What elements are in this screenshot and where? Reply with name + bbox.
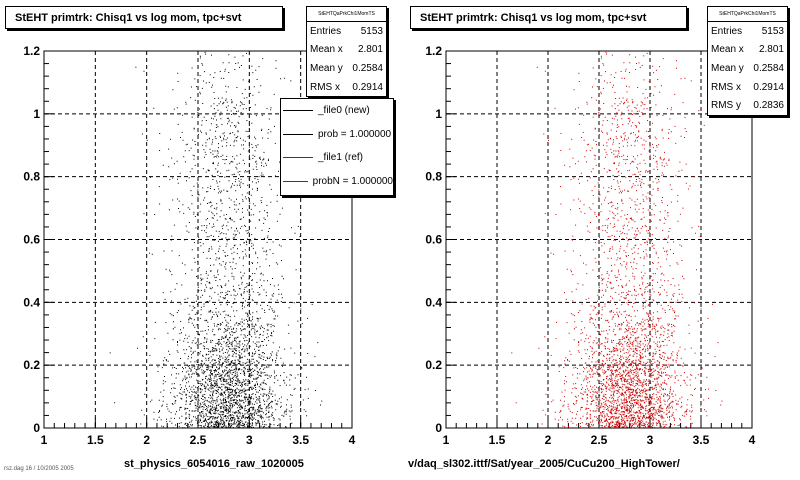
x-tick-label: 2 — [143, 433, 150, 447]
left-x-axis-label: st_physics_6054016_raw_1020005 — [124, 458, 304, 470]
right-stats-row: Mean y 0.2584 — [708, 59, 787, 78]
legend-box: _file0 (new) prob = 1.000000 _file1 (ref… — [280, 98, 394, 196]
left-stats-box: StEHTQaPrkChi1MomTS Entries 5153 Mean x 2.… — [306, 6, 387, 98]
scatter-points — [109, 51, 323, 429]
left-stats-value: 5153 — [360, 25, 383, 37]
left-stats-value: 0.2584 — [352, 62, 383, 74]
left-stats-label: RMS x — [310, 81, 340, 93]
left-stats-row: Mean x 2.801 — [307, 41, 386, 60]
x-tick-label: 1 — [443, 433, 450, 447]
right-title: StEHT primtrk: Chisq1 vs log mom, tpc+sv… — [410, 6, 687, 29]
y-tick-label: 0 — [435, 421, 442, 435]
right-stats-row: RMS y 0.2836 — [708, 96, 787, 115]
right-stats-label: Mean y — [711, 62, 744, 74]
x-tick-label: 2.5 — [591, 433, 608, 447]
legend-line-red — [283, 180, 308, 182]
left-stats-row: RMS x 0.2914 — [307, 78, 386, 97]
right-scatter-plot: 1 1.5 2 2.5 3 3.5 4 0 0.2 0.4 0.6 0.8 1 1.2 — [425, 44, 756, 447]
x-tick-label: 4 — [349, 433, 356, 447]
legend-label: probN = 1.000000 — [312, 175, 393, 187]
legend-label: _file0 (new) — [318, 105, 370, 117]
x-tick-label: 2.5 — [190, 433, 207, 447]
left-stats-value: 2.801 — [357, 44, 383, 56]
right-stats-row: Mean x 2.801 — [708, 41, 787, 60]
right-stats-row: Entries 5153 — [708, 22, 787, 41]
x-tick-label: 1.5 — [489, 433, 506, 447]
legend-line-black — [283, 110, 313, 112]
legend-label: prob = 1.000000 — [318, 128, 392, 140]
right-stats-box: StEHTQaPrkChi1MomTS Entries 5153 Mean x 2.… — [707, 6, 788, 116]
x-tick-label: 1.5 — [87, 433, 104, 447]
right-pad: 1 1.5 2 2.5 3 3.5 4 0 0.2 0.4 0.6 0.8 1 1.2 StEHT pri… — [400, 0, 800, 480]
x-tick-label: 3 — [647, 433, 654, 447]
x-tick-label: 3.5 — [693, 433, 710, 447]
y-tick-label: 0 — [33, 421, 40, 435]
y-tick-label: 1 — [435, 107, 442, 121]
left-stats-name: StEHTQaPrkChi1MomTS — [307, 7, 386, 22]
left-stats-label: Mean x — [310, 44, 343, 56]
y-tick-label: 0.4 — [23, 295, 40, 309]
scatter-points — [511, 51, 723, 429]
left-title: StEHT primtrk: Chisq1 vs log mom, tpc+sv… — [5, 6, 283, 29]
right-stats-label: Entries — [711, 25, 743, 37]
left-stats-row: Entries 5153 — [307, 22, 386, 41]
y-tick-label: 1.2 — [425, 44, 442, 58]
left-stats-label: Entries — [310, 25, 342, 37]
y-tick-label: 1 — [33, 107, 40, 121]
x-tick-label: 4 — [749, 433, 756, 447]
y-tick-label: 1.2 — [23, 44, 40, 58]
y-tick-label: 0.6 — [425, 233, 442, 247]
right-stats-value: 5153 — [761, 25, 784, 37]
right-stats-label: RMS y — [711, 100, 741, 112]
right-stats-name: StEHTQaPrkChi1MomTS — [708, 7, 787, 22]
x-tick-label: 3.5 — [292, 433, 309, 447]
legend-entry: _file1 (ref) — [281, 146, 393, 170]
legend-line-red — [283, 157, 313, 159]
legend-entry: probN = 1.000000 — [281, 170, 393, 194]
y-tick-label: 0.8 — [425, 170, 442, 184]
legend-entry: prob = 1.000000 — [281, 123, 393, 147]
right-stats-label: RMS x — [711, 81, 741, 93]
legend-entry: _file0 (new) — [281, 99, 393, 123]
right-stats-value: 2.801 — [758, 44, 784, 56]
y-tick-label: 0.2 — [23, 358, 40, 372]
right-stats-value: 0.2584 — [753, 62, 784, 74]
left-stats-row: Mean y 0.2584 — [307, 59, 386, 78]
left-pad: 1 1.5 2 2.5 3 3.5 4 0 0.2 0.4 0.6 0.8 1 1.2 StEHT pri… — [5, 6, 394, 470]
footnote: rsz.dag 16 / 10/2005 2005 — [4, 466, 74, 472]
right-stats-label: Mean x — [711, 44, 744, 56]
legend-line-black — [283, 133, 313, 135]
legend-label: _file1 (ref) — [318, 152, 364, 164]
y-tick-label: 0.6 — [23, 233, 40, 247]
x-tick-label: 1 — [41, 433, 48, 447]
y-tick-label: 0.4 — [425, 295, 442, 309]
right-stats-row: RMS x 0.2914 — [708, 78, 787, 97]
y-tick-label: 0.2 — [425, 358, 442, 372]
left-stats-value: 0.2914 — [352, 81, 383, 93]
right-stats-value: 0.2836 — [753, 100, 784, 112]
left-stats-label: Mean y — [310, 62, 343, 74]
x-tick-label: 3 — [246, 433, 253, 447]
y-tick-label: 0.8 — [23, 170, 40, 184]
right-stats-value: 0.2914 — [753, 81, 784, 93]
right-x-axis-label: v/daq_sl302.ittf/Sat/year_2005/CuCu200_H… — [408, 458, 680, 470]
x-tick-label: 2 — [545, 433, 552, 447]
